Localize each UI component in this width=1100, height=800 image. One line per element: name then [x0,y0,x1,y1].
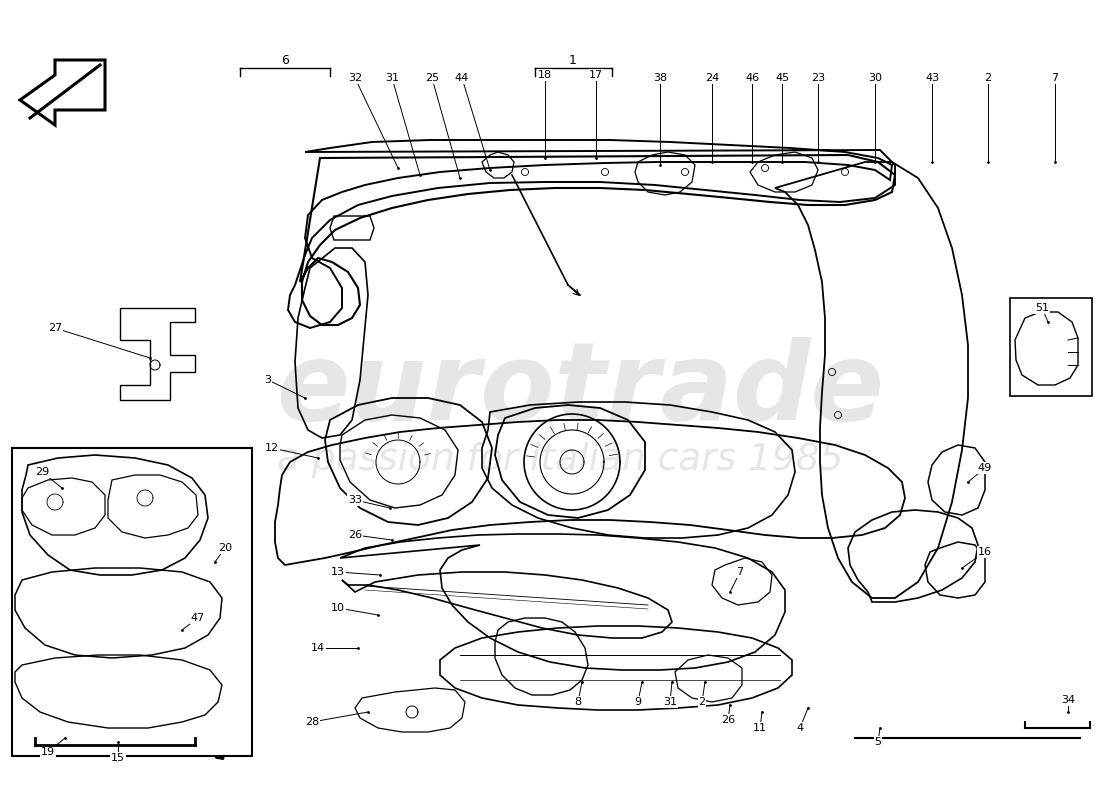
Text: 11: 11 [754,723,767,733]
Text: 15: 15 [111,753,125,763]
Text: 20: 20 [218,543,232,553]
Text: 7: 7 [736,567,744,577]
Text: 19: 19 [41,747,55,757]
Text: 24: 24 [705,73,719,83]
Text: 44: 44 [455,73,469,83]
Text: 16: 16 [978,547,992,557]
Text: 14: 14 [311,643,326,653]
Text: 25: 25 [425,73,439,83]
Text: 5: 5 [874,737,881,747]
Text: 46: 46 [745,73,759,83]
Text: 34: 34 [1060,695,1075,705]
FancyBboxPatch shape [12,448,252,756]
Text: 3: 3 [264,375,272,385]
Text: 26: 26 [720,715,735,725]
Text: 31: 31 [385,73,399,83]
Text: 45: 45 [774,73,789,83]
Text: 2: 2 [984,73,991,83]
Text: 27: 27 [48,323,62,333]
Text: 47: 47 [191,613,205,623]
FancyBboxPatch shape [1010,298,1092,396]
Text: 12: 12 [265,443,279,453]
Text: 26: 26 [348,530,362,540]
Text: 38: 38 [653,73,667,83]
Text: 17: 17 [588,70,603,80]
Text: 9: 9 [635,697,641,707]
Text: 1: 1 [569,54,576,66]
Text: 30: 30 [868,73,882,83]
Text: 51: 51 [1035,303,1049,313]
Text: 23: 23 [811,73,825,83]
Text: 28: 28 [305,717,319,727]
Text: eurotrade: eurotrade [276,337,884,443]
Text: 4: 4 [796,723,804,733]
Text: 8: 8 [574,697,582,707]
Text: 31: 31 [663,697,676,707]
Text: 33: 33 [348,495,362,505]
Text: 7: 7 [1052,73,1058,83]
Text: 49: 49 [978,463,992,473]
Text: a passion for italian cars 1985: a passion for italian cars 1985 [277,442,844,478]
Text: 32: 32 [348,73,362,83]
Text: 10: 10 [331,603,345,613]
Text: 6: 6 [282,54,289,66]
Text: 2: 2 [698,697,705,707]
Text: 43: 43 [925,73,939,83]
Text: 18: 18 [538,70,552,80]
Text: 13: 13 [331,567,345,577]
Text: 29: 29 [35,467,50,477]
